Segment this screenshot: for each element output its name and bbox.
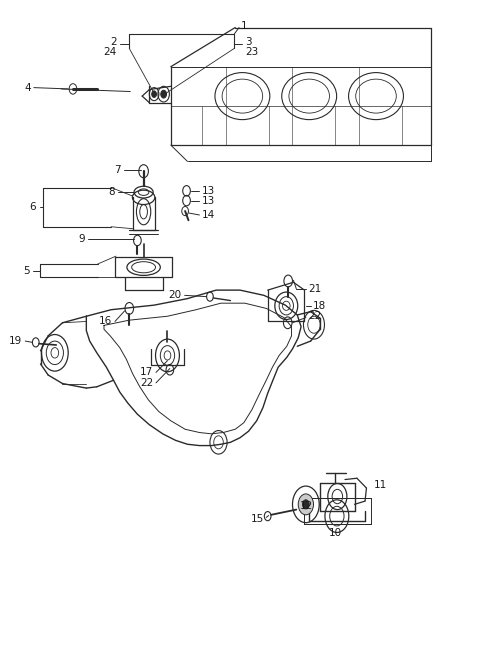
Text: 23: 23 xyxy=(245,47,258,56)
Text: 19: 19 xyxy=(9,336,23,346)
Text: 6: 6 xyxy=(29,201,36,211)
Text: 2: 2 xyxy=(110,37,117,47)
Text: 11: 11 xyxy=(373,480,387,490)
Text: 4: 4 xyxy=(24,83,31,92)
Text: 3: 3 xyxy=(245,37,252,47)
Text: 24: 24 xyxy=(104,47,117,56)
Text: 15: 15 xyxy=(251,514,264,523)
Text: 1: 1 xyxy=(241,20,248,31)
Text: 14: 14 xyxy=(202,210,215,220)
Text: 7: 7 xyxy=(114,165,120,175)
Text: 18: 18 xyxy=(312,301,326,311)
Text: 8: 8 xyxy=(108,187,115,197)
Circle shape xyxy=(161,91,167,98)
Text: 13: 13 xyxy=(202,186,215,196)
Text: 5: 5 xyxy=(24,266,30,276)
Text: 13: 13 xyxy=(202,195,215,205)
Circle shape xyxy=(152,91,156,97)
Text: 21: 21 xyxy=(308,284,321,294)
Circle shape xyxy=(302,500,309,509)
Text: 20: 20 xyxy=(168,291,182,300)
Text: 16: 16 xyxy=(99,316,112,327)
Text: 12: 12 xyxy=(300,501,313,510)
Circle shape xyxy=(298,494,313,515)
Text: 10: 10 xyxy=(329,528,342,538)
Text: 22: 22 xyxy=(308,311,321,321)
Text: 22: 22 xyxy=(140,378,153,388)
Text: 9: 9 xyxy=(79,234,85,244)
Text: 17: 17 xyxy=(140,367,153,377)
